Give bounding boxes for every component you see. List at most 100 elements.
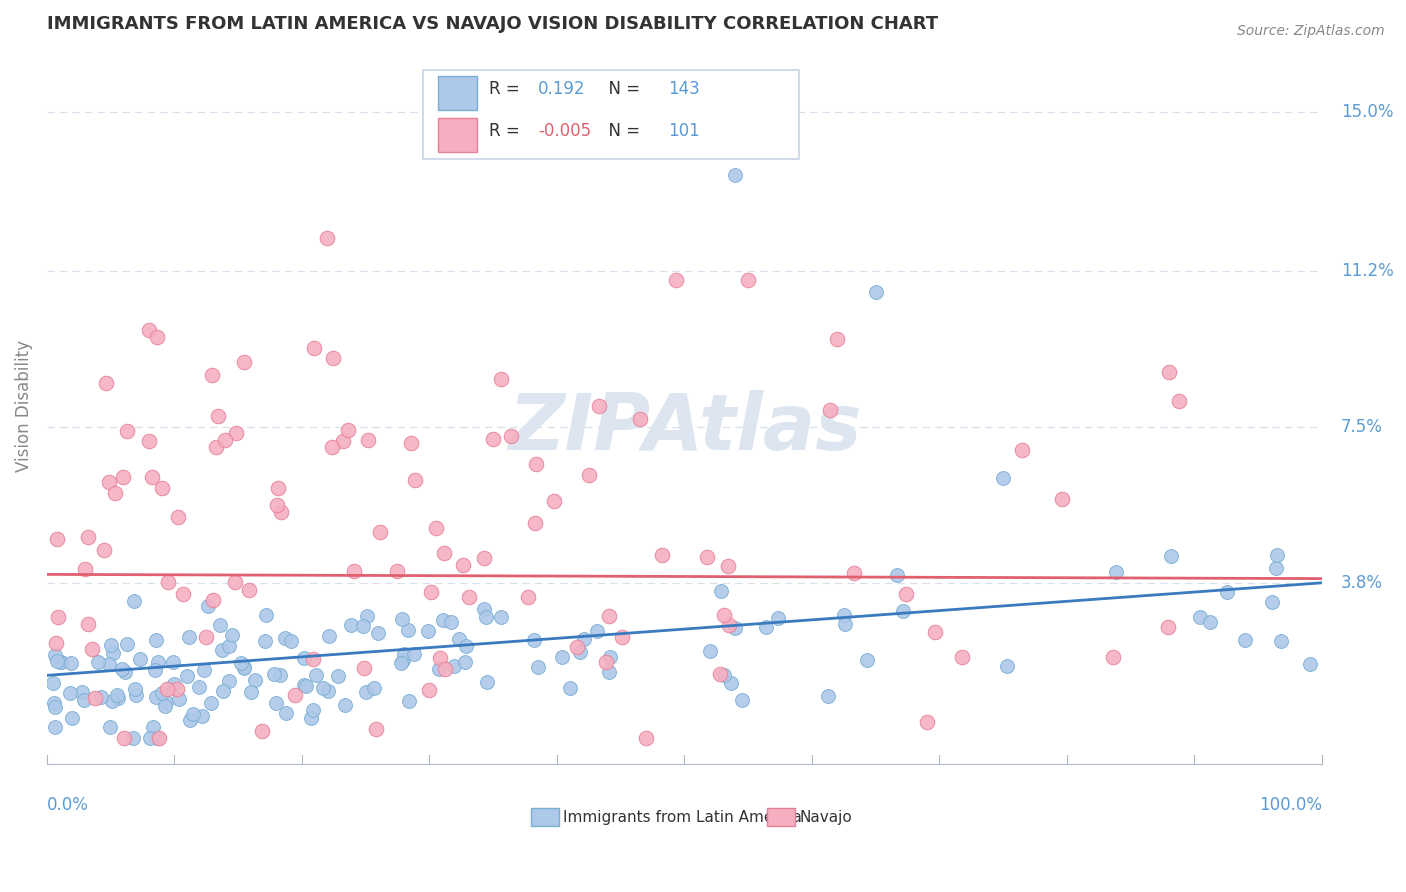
Point [565,640,588,655]
Point [208,617,231,632]
Point [179,714,201,728]
Point [433,545,456,559]
Point [489,610,512,624]
Point [150,482,173,496]
Point [886,568,908,582]
Point [143,663,166,677]
Point [326,669,349,683]
Point [598,609,620,624]
Point [425,521,447,535]
Point [115,637,138,651]
Point [440,615,463,629]
Point [302,341,325,355]
Point [239,685,262,699]
Point [699,644,721,658]
Point [73,693,96,707]
Point [59,657,82,671]
Point [191,709,214,723]
Point [142,720,165,734]
Point [167,691,190,706]
Point [128,652,150,666]
Point [166,682,188,697]
Point [628,411,651,425]
Point [335,698,357,712]
Point [124,688,146,702]
Point [292,678,315,692]
Point [443,658,465,673]
Text: 15.0%: 15.0% [1341,103,1393,120]
Point [77,616,100,631]
Point [83,690,105,705]
Point [368,525,391,540]
Point [146,731,169,746]
Point [475,675,498,690]
Point [233,661,256,675]
Point [842,566,865,580]
Point [207,409,229,423]
Text: Navajo: Navajo [799,810,852,825]
Point [295,679,318,693]
Point [254,633,277,648]
Point [475,610,498,624]
Text: N =: N = [598,121,645,140]
Point [254,607,277,622]
Text: 3.8%: 3.8% [1341,574,1384,591]
Text: N =: N = [598,79,645,98]
Text: Immigrants from Latin America: Immigrants from Latin America [564,810,803,825]
Point [87,656,110,670]
Point [472,601,495,615]
Point [1160,549,1182,564]
Text: IMMIGRANTS FROM LATIN AMERICA VS NAVAJO VISION DISABILITY CORRELATION CHART: IMMIGRANTS FROM LATIN AMERICA VS NAVAJO … [46,15,938,33]
Point [305,668,328,682]
Point [1265,561,1288,575]
Point [276,706,298,721]
Point [145,330,167,344]
Point [651,548,673,562]
Point [610,630,633,644]
Point [856,653,879,667]
Point [454,639,477,653]
Y-axis label: Vision Disability: Vision Disability [15,340,32,472]
Text: 0.0%: 0.0% [46,796,89,814]
Point [1011,443,1033,458]
Point [1265,548,1288,562]
Point [817,690,839,704]
Point [392,647,415,661]
Point [724,168,747,182]
Point [588,399,610,413]
Point [153,698,176,713]
Text: Source: ZipAtlas.com: Source: ZipAtlas.com [1237,24,1385,38]
Point [482,432,505,446]
Point [98,720,121,734]
Text: R =: R = [489,79,526,98]
Point [197,599,219,613]
Point [48,656,70,670]
Point [543,494,565,508]
Point [179,630,201,644]
Point [138,434,160,448]
Point [731,693,754,707]
Point [111,662,134,676]
Point [70,684,93,698]
Bar [439,118,477,153]
FancyBboxPatch shape [423,70,799,160]
Point [416,624,439,638]
Point [717,559,740,574]
Text: 100.0%: 100.0% [1258,796,1322,814]
Point [218,674,240,689]
Bar [768,808,796,826]
Point [366,722,388,736]
Point [146,656,169,670]
Point [451,558,474,572]
Point [950,649,973,664]
Bar [439,76,477,110]
Point [245,673,267,687]
Point [720,675,742,690]
Point [1234,633,1257,648]
Point [572,632,595,646]
Text: ZIPAtlas: ZIPAtlas [508,390,860,466]
Point [46,532,69,546]
Point [710,583,733,598]
Point [420,585,443,599]
Point [385,565,408,579]
